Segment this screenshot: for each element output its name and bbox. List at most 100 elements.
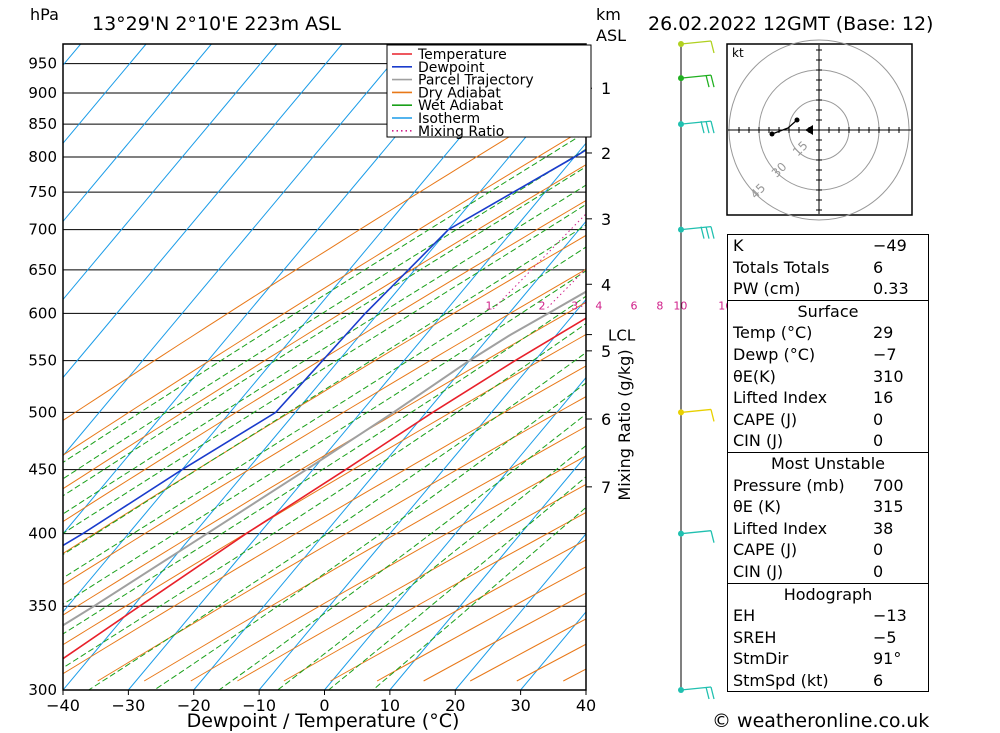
- surface-key: Lifted Index: [733, 388, 828, 408]
- surface-value: 16: [873, 388, 894, 408]
- pressure-tick-label: 550: [28, 352, 57, 370]
- wind-profile: [678, 40, 715, 700]
- dry-adiabat-line: [237, 483, 586, 682]
- index-value: 0.33: [873, 279, 909, 299]
- surface-value: 310: [873, 366, 904, 386]
- wind-barb-feather: [705, 226, 710, 239]
- surface-value: 29: [873, 323, 894, 343]
- asl-unit-label: ASL: [596, 26, 626, 45]
- most-unstable-value: 700: [873, 475, 904, 495]
- hodograph-stat-value: 91°: [873, 649, 902, 669]
- surface-row: Temp (°C) 29: [728, 322, 928, 344]
- dry-adiabat-line: [143, 425, 586, 682]
- dry-adiabat-line: [63, 127, 586, 456]
- surface-value: 0: [873, 409, 884, 429]
- surface-row: Lifted Index 16: [728, 387, 928, 409]
- series-dewpoint: [63, 149, 586, 547]
- pressure-tick-label: 400: [28, 525, 57, 543]
- index-value: 6: [873, 257, 884, 277]
- most-unstable-value: 38: [873, 518, 894, 538]
- dry-adiabat-line: [63, 365, 586, 675]
- hodograph-trace: [771, 119, 798, 135]
- wind-barb-feather: [705, 686, 710, 700]
- temperature-tick-label: 40: [576, 696, 596, 715]
- pressure-tick-label: 900: [28, 84, 57, 102]
- wind-barb-shaft: [680, 40, 712, 45]
- series-temperature: [63, 317, 586, 660]
- wet-adiabat-line: [63, 184, 586, 515]
- hodograph-stat-value: −5: [873, 627, 897, 647]
- wet-adiabat-line: [277, 444, 586, 690]
- surface-section-title: Surface: [728, 299, 928, 323]
- wind-barb-shaft: [680, 408, 712, 414]
- location-title: 13°29'N 2°10'E 223m ASL: [92, 13, 341, 35]
- isotherm-line: [63, 44, 408, 457]
- hodograph-stat-value: −13: [873, 606, 907, 626]
- surface-value: 0: [873, 431, 884, 451]
- surface-row: Dewp (°C) −7: [728, 344, 928, 366]
- hodograph-stat-row: StmDir 91°: [728, 648, 928, 670]
- wet-adiabat-line: [328, 476, 586, 690]
- dry-adiabat-line: [63, 199, 586, 523]
- isotherm-line: [63, 44, 343, 379]
- isotherm-line: [63, 44, 539, 613]
- x-axis-title: Dewpoint / Temperature (°C): [187, 710, 460, 732]
- profile-lines: [63, 149, 586, 660]
- pressure-tick-label: 600: [28, 304, 57, 322]
- isotherm-line: [63, 64, 586, 690]
- legend-entry: Isotherm: [418, 111, 480, 127]
- dry-adiabat-line: [63, 333, 586, 646]
- index-row: PW (cm) 0.33: [728, 278, 928, 300]
- mixing-ratio-label: 2: [538, 299, 545, 312]
- isotherm-line: [454, 533, 586, 690]
- dry-adiabat-line: [63, 301, 586, 616]
- surface-row: CIN (J) 0: [728, 430, 928, 452]
- isotherm-line: [0, 44, 15, 690]
- most-unstable-key: CIN (J): [733, 561, 784, 581]
- wet-adiabat-line: [63, 203, 586, 534]
- pressure-tick-label: 800: [28, 148, 57, 166]
- legend-entry: Dewpoint: [418, 60, 485, 76]
- dry-adiabat-line: [63, 268, 586, 586]
- index-row: K −49: [728, 235, 928, 257]
- index-row: Totals Totals 6: [728, 257, 928, 279]
- wind-barb-feather: [705, 74, 710, 88]
- temperature-tick-label: −10: [242, 696, 276, 715]
- hodograph-stat-key: SREH: [733, 627, 777, 647]
- lcl-label: LCL: [608, 327, 636, 345]
- isotherm-line: [324, 376, 586, 690]
- wet-adiabat-line: [63, 295, 586, 635]
- isotherm-line: [193, 220, 586, 690]
- dry-adiabat-line: [63, 89, 586, 422]
- most-unstable-row: CAPE (J) 0: [728, 539, 928, 561]
- wet-adiabat-line: [88, 351, 586, 690]
- most-unstable-value: 0: [873, 561, 884, 581]
- index-key: K: [733, 236, 744, 255]
- temperature-tick-label: 0: [319, 696, 329, 715]
- hodograph-section-title: Hodograph: [728, 582, 928, 606]
- axes: 1234681016202530035040045050055060065070…: [28, 55, 776, 715]
- pressure-tick-label: 300: [28, 681, 57, 699]
- datetime-title: 26.02.2022 12GMT (Base: 12): [648, 13, 933, 35]
- isotherm-line: [63, 44, 278, 301]
- most-unstable-value: 315: [873, 497, 904, 517]
- wet-adiabat-line: [63, 323, 586, 669]
- km-tick-label: 6: [601, 410, 611, 429]
- legend-entry: Mixing Ratio: [418, 124, 504, 140]
- wind-barb-feather: [710, 530, 715, 543]
- hodograph-stat-key: StmSpd (kt): [733, 670, 829, 690]
- hodograph-stat-row: SREH −5: [728, 627, 928, 649]
- temperature-tick-label: 10: [380, 696, 400, 715]
- hodograph-point: [769, 131, 775, 137]
- wind-barb-feather: [710, 686, 715, 700]
- hodograph-stat-key: EH: [733, 606, 756, 626]
- wind-barb-feather: [710, 40, 715, 54]
- index-key: Totals Totals: [733, 257, 830, 277]
- wind-barb-feather: [700, 120, 705, 134]
- mixing-ratio-label: 10: [673, 299, 687, 312]
- dry-adiabat-line: [63, 234, 586, 555]
- pressure-tick-label: 350: [28, 597, 57, 615]
- temperature-tick-label: 20: [445, 696, 465, 715]
